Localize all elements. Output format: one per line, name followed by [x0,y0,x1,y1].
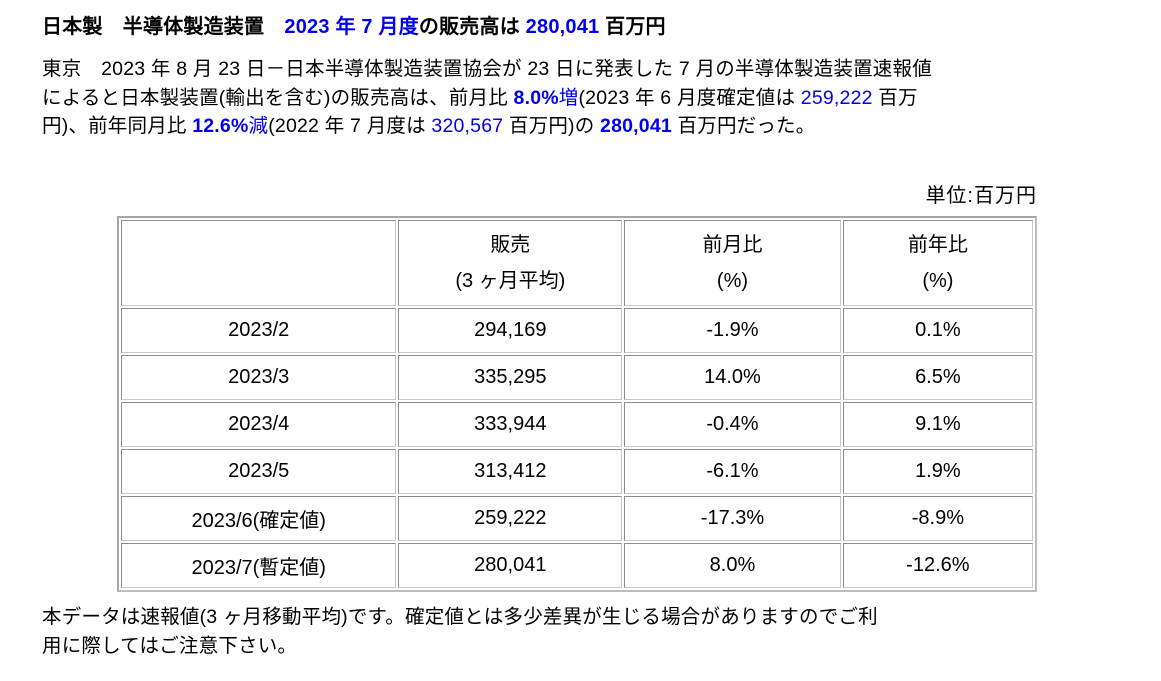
table-header-row: 販売 (3 ヶ月平均) 前月比 (%) 前年比 (%) [121,219,1033,306]
unit-label: 単位:百万円 [925,184,1037,207]
table-zone: 単位:百万円 販売 (3 ヶ月平均) 前月比 (%) 前年比 (%) 2023/… [117,179,1037,592]
text-run: の販売高は [418,16,526,38]
text-run: 日本製 半導体製造装置 [42,16,285,38]
text-run: 減 [248,115,269,137]
text-run: 259,222 [800,86,873,109]
table-cell: 2023/5 [121,448,397,494]
table-cell: 2023/6(確定値) [121,495,397,541]
text-run: 280,041 [525,16,600,38]
header-sales: 販売 (3 ヶ月平均) [398,219,623,306]
table-row: 2023/6(確定値) 259,222 -17.3% -8.9% [121,495,1033,541]
table-row: 2023/4 333,944 -0.4% 9.1% [121,401,1033,447]
table-cell: 6.5% [842,354,1033,400]
table-cell: -0.4% [624,401,841,447]
header-month [121,219,397,306]
table-cell: 0.1% [842,307,1033,353]
table-cell: 2023/4 [121,401,397,447]
table-cell: 14.0% [624,354,841,400]
table-cell: 2023/3 [121,354,397,400]
text-run: 本データは速報値(3 ヶ月移動平均)です。確定値とは多少差異が生じる場合がありま… [42,605,878,657]
table-cell: 2023/7(暫定値) [121,542,397,588]
text-run: 12.6% [192,115,249,137]
text-run: 2023 年 7 月度 [284,16,419,38]
table-cell: 333,944 [398,401,623,447]
header-yoy: 前年比 (%) [842,219,1033,306]
text-run: 百万 円)、前年同月比 [42,86,918,138]
table-cell: 335,295 [398,354,623,400]
header-mom: 前月比 (%) [624,219,841,306]
table-cell: -17.3% [624,495,841,541]
text-run: 百万円だった。 [671,115,816,137]
table-cell: 9.1% [842,401,1033,447]
table-cell: -1.9% [624,307,841,353]
table-cell: 313,412 [398,448,623,494]
body-paragraph: 東京 2023 年 8 月 23 日－日本半導体製造装置協会が 23 日に発表し… [42,55,1121,141]
table-row: 2023/2 294,169 -1.9% 0.1% [121,307,1033,353]
text-run: (2022 年 7 月度は [268,115,432,137]
text-run: 百万円)の [503,115,601,137]
text-run: 8.0% [513,86,559,109]
table-cell: 280,041 [398,542,623,588]
table-cell: 8.0% [624,542,841,588]
table-cell: 1.9% [842,448,1033,494]
table-cell: -6.1% [624,448,841,494]
text-run: 増 [558,86,579,109]
table-row: 2023/7(暫定値) 280,041 8.0% -12.6% [121,542,1033,588]
text-run: 320,567 [431,115,504,137]
text-run: 百万円 [599,16,666,38]
text-run: 280,041 [600,115,672,137]
table-cell: 259,222 [398,495,623,541]
table-row: 2023/5 313,412 -6.1% 1.9% [121,448,1033,494]
sales-data-table: 販売 (3 ヶ月平均) 前月比 (%) 前年比 (%) 2023/2 294,16… [117,215,1037,592]
press-release-page: 日本製 半導体製造装置 2023 年 7 月度の販売高は 280,041 百万円… [42,14,1121,661]
text-run: 東京 2023 年 8 月 23 日－日本半導体製造装置協会が 23 日に発表し… [42,58,932,109]
table-row: 2023/3 335,295 14.0% 6.5% [121,354,1033,400]
footer-note: 本データは速報値(3 ヶ月移動平均)です。確定値とは多少差異が生じる場合がありま… [42,603,1121,661]
table-cell: -12.6% [842,542,1033,588]
table-cell: -8.9% [842,495,1033,541]
table-cell: 2023/2 [121,307,397,353]
table-cell: 294,169 [398,307,623,353]
text-run: (2023 年 6 月度確定値は [578,86,801,109]
page-title: 日本製 半導体製造装置 2023 年 7 月度の販売高は 280,041 百万円 [42,14,1121,40]
